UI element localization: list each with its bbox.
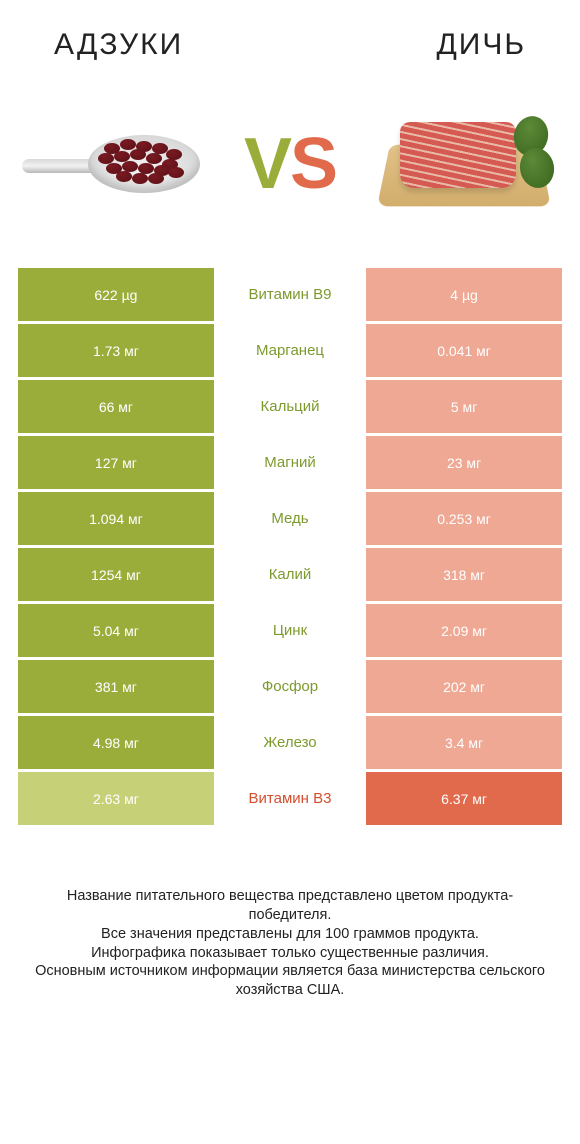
cell-left: 5.04 мг [18, 604, 214, 657]
cell-left: 1.73 мг [18, 324, 214, 377]
cell-right: 4 µg [366, 268, 562, 321]
footer-line-2: Все значения представлены для 100 граммо… [26, 925, 554, 944]
cell-left: 622 µg [18, 268, 214, 321]
nutrient-row: 381 мгФосфор202 мг [18, 660, 562, 713]
title-row: АДЗУКИ ДИЧЬ [18, 28, 562, 62]
cell-mid: Магний [214, 436, 366, 489]
cell-right: 318 мг [366, 548, 562, 601]
cell-left: 1254 мг [18, 548, 214, 601]
cell-left: 127 мг [18, 436, 214, 489]
nutrient-row: 622 µgВитамин B94 µg [18, 268, 562, 321]
cell-mid: Железо [214, 716, 366, 769]
nutrient-row: 127 мгМагний23 мг [18, 436, 562, 489]
nutrient-row: 1.094 мгМедь0.253 мг [18, 492, 562, 545]
cell-mid: Марганец [214, 324, 366, 377]
cell-mid: Кальций [214, 380, 366, 433]
footer-line-4: Основным источником информации является … [26, 962, 554, 1000]
meat-illustration [374, 104, 554, 224]
cell-left: 4.98 мг [18, 716, 214, 769]
nutrient-row: 1.73 мгМарганец0.041 мг [18, 324, 562, 377]
footer-line-3: Инфографика показывает только существенн… [26, 944, 554, 963]
cell-right: 3.4 мг [366, 716, 562, 769]
nutrient-row: 2.63 мгВитамин B36.37 мг [18, 772, 562, 825]
vs-label: VS [244, 123, 336, 205]
vs-v: V [244, 124, 290, 204]
cell-mid: Фосфор [214, 660, 366, 713]
cell-right: 23 мг [366, 436, 562, 489]
nutrient-row: 66 мгКальций5 мг [18, 380, 562, 433]
cell-right: 0.041 мг [366, 324, 562, 377]
beans-illustration [26, 104, 206, 224]
title-right: ДИЧЬ [436, 28, 526, 62]
cell-mid: Витамин B3 [214, 772, 366, 825]
cell-mid: Медь [214, 492, 366, 545]
nutrient-row: 1254 мгКалий318 мг [18, 548, 562, 601]
cell-left: 2.63 мг [18, 772, 214, 825]
cell-right: 2.09 мг [366, 604, 562, 657]
cell-right: 5 мг [366, 380, 562, 433]
vs-s: S [290, 124, 336, 204]
title-left: АДЗУКИ [54, 28, 183, 62]
cell-left: 66 мг [18, 380, 214, 433]
nutrient-row: 5.04 мгЦинк2.09 мг [18, 604, 562, 657]
footer-line-1: Название питательного вещества представл… [26, 887, 554, 925]
footer-notes: Название питательного вещества представл… [18, 887, 562, 1000]
hero-row: VS [18, 104, 562, 224]
cell-right: 0.253 мг [366, 492, 562, 545]
cell-right: 6.37 мг [366, 772, 562, 825]
cell-mid: Витамин B9 [214, 268, 366, 321]
cell-left: 381 мг [18, 660, 214, 713]
cell-mid: Калий [214, 548, 366, 601]
cell-mid: Цинк [214, 604, 366, 657]
cell-right: 202 мг [366, 660, 562, 713]
nutrient-table: 622 µgВитамин B94 µg1.73 мгМарганец0.041… [18, 268, 562, 825]
nutrient-row: 4.98 мгЖелезо3.4 мг [18, 716, 562, 769]
cell-left: 1.094 мг [18, 492, 214, 545]
